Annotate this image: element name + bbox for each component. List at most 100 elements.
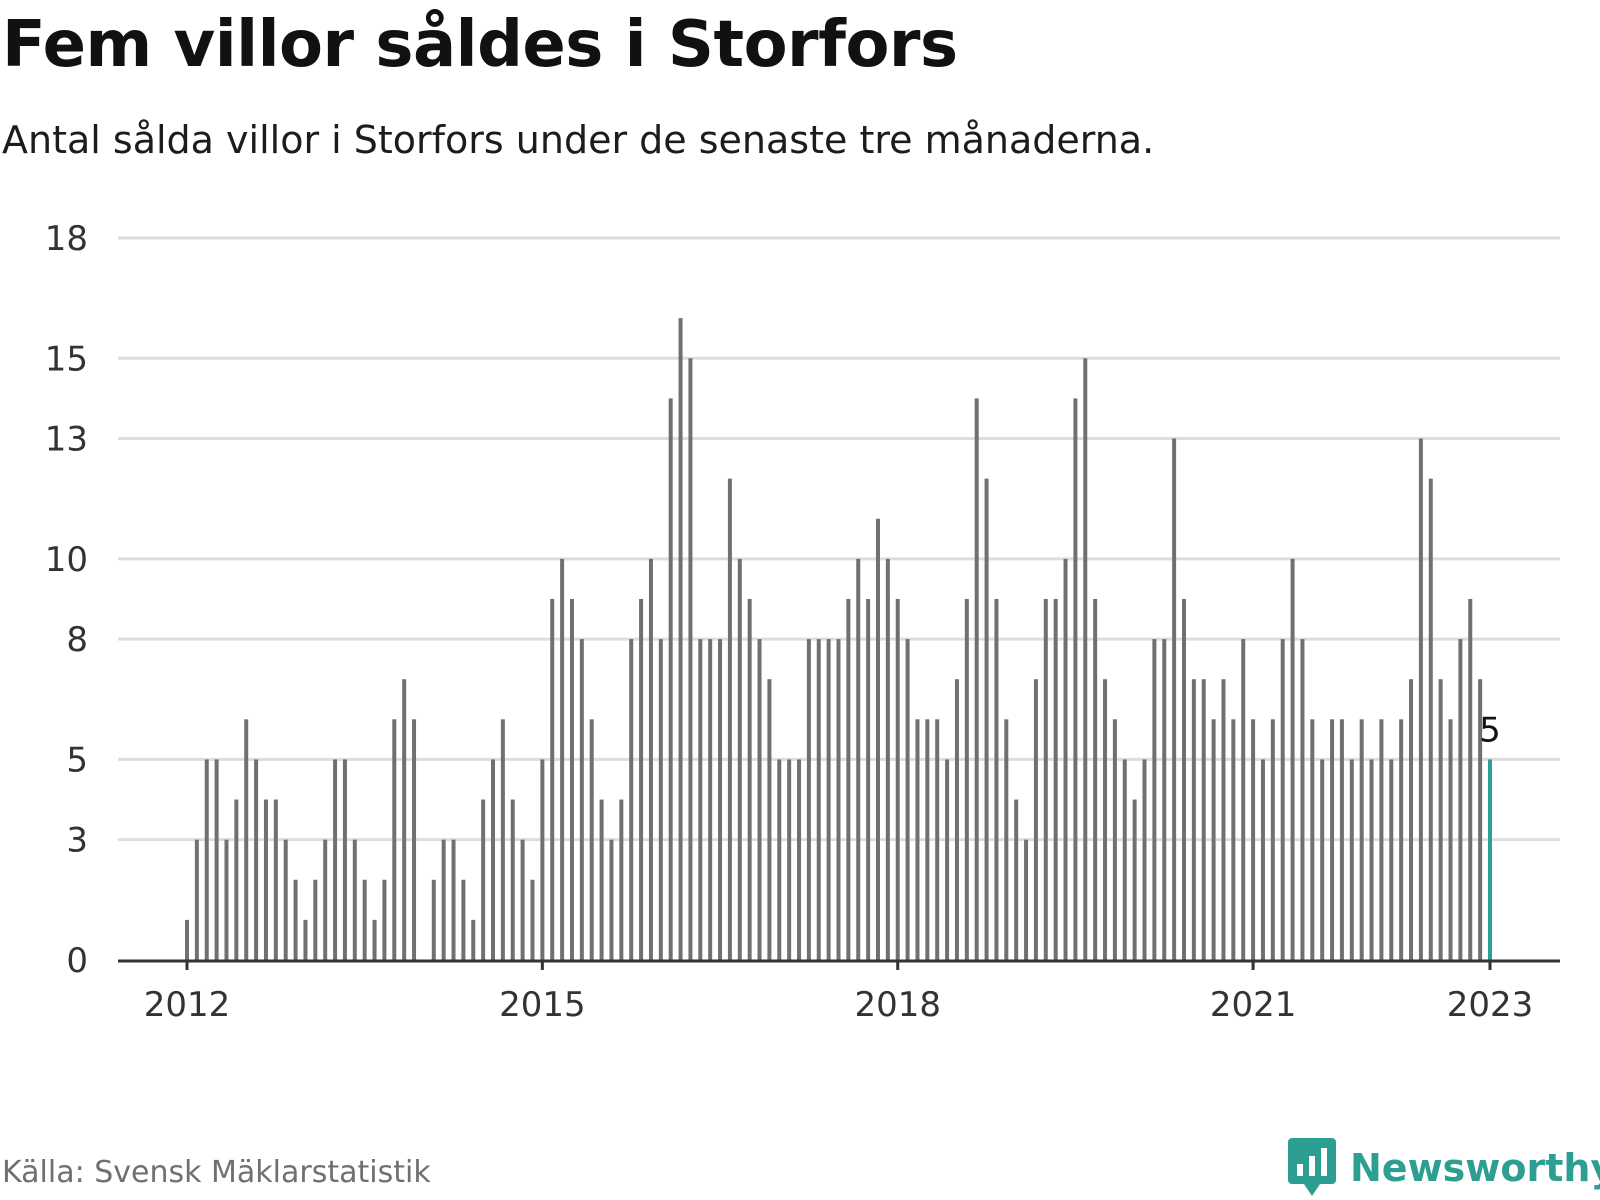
bar — [1339, 719, 1344, 960]
bar — [1468, 598, 1473, 960]
bar — [1359, 719, 1364, 960]
bar — [579, 639, 584, 960]
bar — [767, 679, 772, 960]
newsworthy-logo-icon — [1288, 1138, 1336, 1196]
bar — [1211, 719, 1216, 960]
y-axis-labels: 0 3 5 8 10 13 15 18 — [45, 219, 88, 981]
bar — [224, 839, 229, 960]
bar — [1379, 719, 1384, 960]
bar — [471, 919, 476, 960]
bar — [994, 598, 999, 960]
bar — [293, 879, 298, 960]
bar — [461, 879, 466, 960]
bar — [1300, 639, 1305, 960]
bar — [1063, 558, 1068, 960]
bar — [451, 839, 456, 960]
bar — [925, 719, 930, 960]
bar — [935, 719, 940, 960]
bar — [520, 839, 525, 960]
bar — [1231, 719, 1236, 960]
bar — [1290, 558, 1295, 960]
y-tick-label: 13 — [45, 420, 88, 460]
bar — [1458, 639, 1463, 960]
y-tick-label: 8 — [66, 620, 88, 660]
chart-subtitle: Antal sålda villor i Storfors under de s… — [2, 118, 1155, 162]
bar — [1448, 719, 1453, 960]
bar — [1409, 679, 1414, 960]
bar — [1260, 759, 1265, 960]
bar — [797, 759, 802, 960]
bar — [342, 759, 347, 960]
bar — [599, 799, 604, 960]
bar — [500, 719, 505, 960]
bar — [1152, 639, 1157, 960]
bar — [1043, 598, 1048, 960]
bar — [698, 639, 703, 960]
bar — [984, 478, 989, 960]
bar — [1320, 759, 1325, 960]
x-axis-labels: 2012 2015 2018 2021 2023 — [144, 960, 1533, 1025]
bar — [1428, 478, 1433, 960]
bar — [668, 398, 673, 960]
bar-highlight — [1488, 759, 1492, 960]
bar — [727, 478, 732, 960]
bar — [392, 719, 397, 960]
bar — [826, 639, 831, 960]
bar — [678, 318, 683, 961]
bar — [185, 919, 189, 960]
bar — [283, 839, 288, 960]
bar — [737, 558, 742, 960]
bar — [194, 839, 199, 960]
bar — [836, 639, 841, 960]
bar — [609, 839, 614, 960]
bar — [382, 879, 387, 960]
bar — [1004, 719, 1009, 960]
bar — [273, 799, 278, 960]
bar — [1162, 639, 1167, 960]
bar — [757, 639, 762, 960]
bar — [313, 879, 318, 960]
bar — [560, 558, 565, 960]
bar — [1083, 358, 1088, 960]
bar — [718, 639, 723, 960]
bar — [254, 759, 259, 960]
bar — [619, 799, 624, 960]
bar — [569, 598, 574, 960]
bar — [648, 558, 653, 960]
bar — [856, 558, 861, 960]
bar — [1053, 598, 1058, 960]
bar — [816, 639, 821, 960]
chart-title: Fem villor såldes i Storfors — [2, 8, 958, 82]
bar — [629, 639, 634, 960]
bar — [915, 719, 920, 960]
bar — [510, 799, 515, 960]
bar — [1330, 719, 1335, 960]
bar — [806, 639, 811, 960]
bar — [530, 879, 535, 960]
bar — [412, 719, 417, 960]
bar — [1024, 839, 1029, 960]
brand-block: Newsworthy — [1288, 1138, 1600, 1198]
bar — [1478, 679, 1483, 960]
bar — [747, 598, 752, 960]
bar — [1399, 719, 1404, 960]
bar — [1418, 438, 1423, 960]
bar — [1122, 759, 1127, 960]
bar — [1142, 759, 1147, 960]
bar — [352, 839, 357, 960]
bar — [1172, 438, 1177, 960]
bar — [1369, 759, 1374, 960]
bar — [688, 358, 693, 960]
bar — [1438, 679, 1443, 960]
bar — [1270, 719, 1275, 960]
bar — [263, 799, 268, 960]
bar — [333, 759, 338, 960]
bar — [1201, 679, 1206, 960]
bar — [895, 598, 900, 960]
bar — [481, 799, 486, 960]
bar — [866, 598, 871, 960]
bar — [431, 879, 436, 960]
y-tick-label: 3 — [66, 821, 88, 861]
x-tick-label: 2012 — [144, 985, 231, 1025]
highlight-value-label: 5 — [1479, 710, 1501, 750]
